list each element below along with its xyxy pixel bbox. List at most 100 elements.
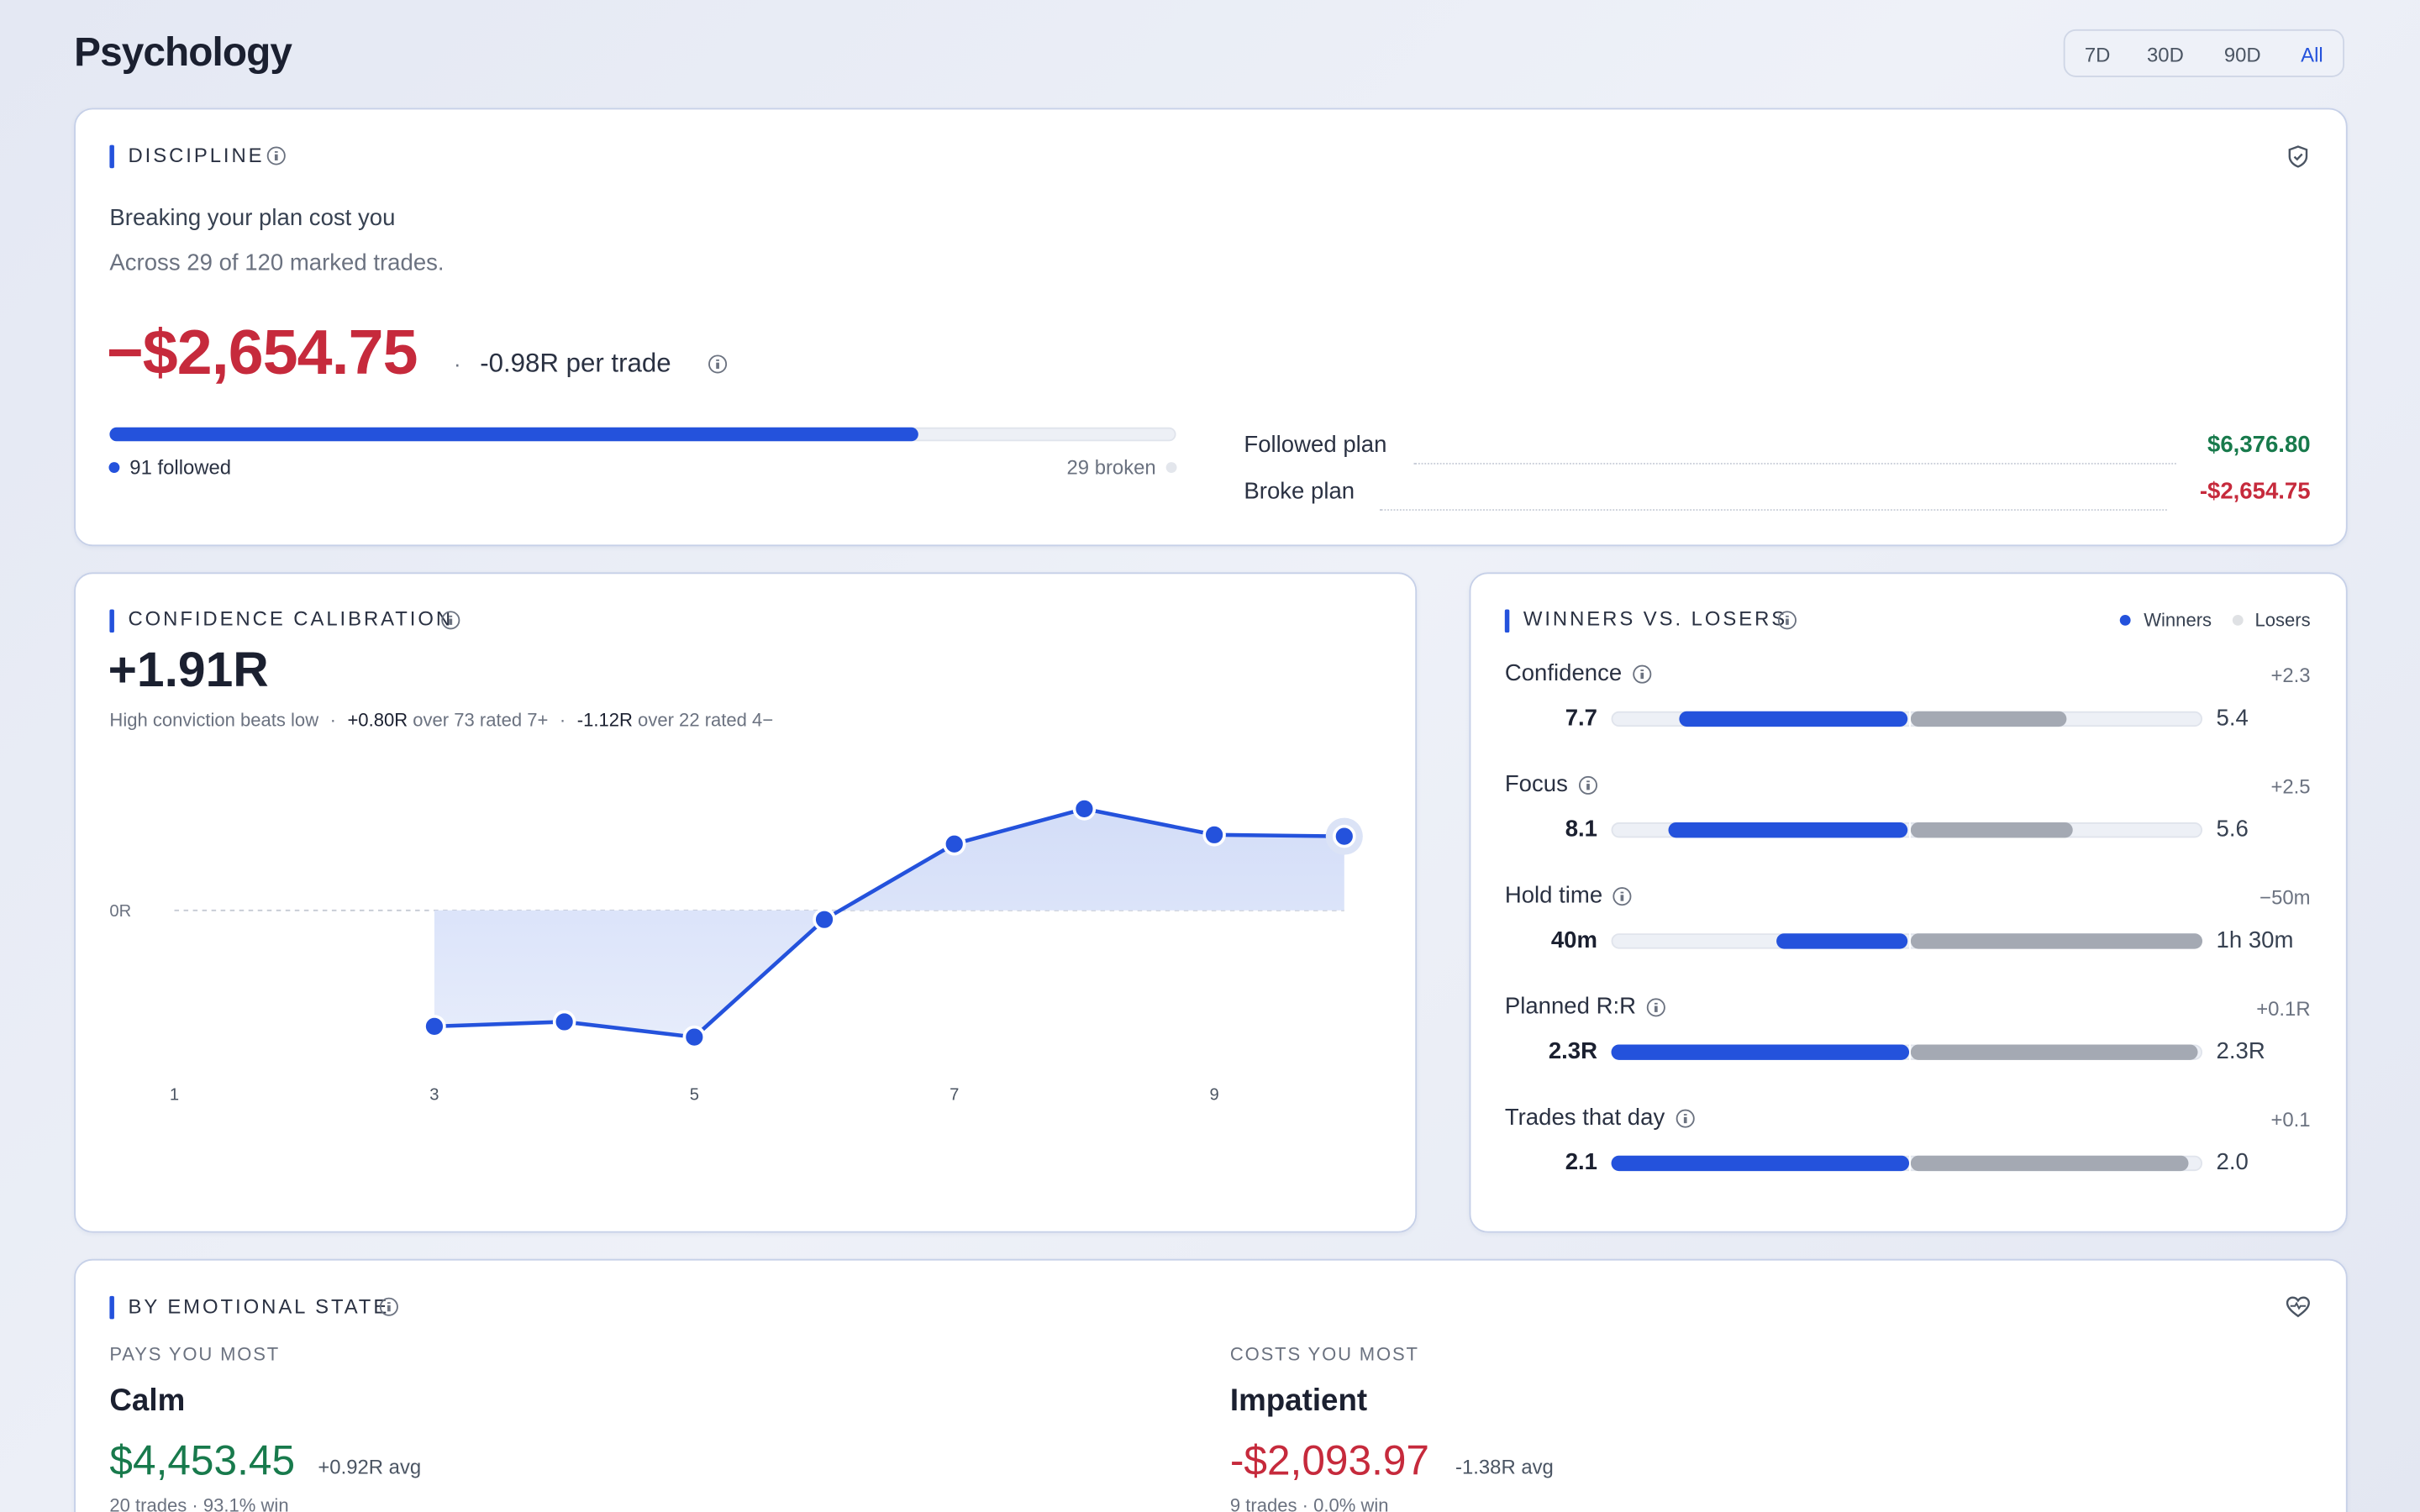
legend-dot: [2119, 614, 2131, 626]
info-icon[interactable]: [1777, 611, 1797, 630]
center-line: [1908, 1041, 1910, 1063]
high-value: +0.80R: [347, 709, 408, 732]
accent: [109, 144, 114, 169]
info-icon[interactable]: [441, 611, 460, 630]
winner-bar: [1776, 933, 1909, 949]
detail: Across 29 of 120 marked trades.: [109, 249, 445, 276]
info-icon[interactable]: [266, 146, 286, 165]
info-icon[interactable]: [1633, 664, 1652, 684]
leader-line: [1413, 463, 2176, 465]
calibration-card: [74, 572, 1418, 1233]
center-line: [1908, 708, 1910, 730]
legend-dot: [1165, 462, 1177, 473]
info-icon[interactable]: [1612, 887, 1632, 906]
broken-label: 29 broken: [1066, 455, 1156, 479]
row-delta: +0.1R: [2256, 996, 2311, 1021]
progress-track: [109, 427, 1176, 442]
legend-dot: [108, 462, 120, 473]
accent: [109, 1295, 114, 1320]
calibration-value: +1.91R: [108, 641, 269, 697]
row-label: Trades that day: [1504, 1105, 1665, 1131]
loser-value: 1h 30m: [2216, 927, 2294, 954]
loser-value: 2.0: [2216, 1149, 2249, 1176]
progress-fill: [109, 427, 918, 442]
row-label: Confidence: [1504, 660, 1623, 687]
winner-bar: [1667, 822, 1909, 838]
per-trade: -0.98R per trade: [480, 348, 671, 378]
card-title: CONFIDENCE CALIBRATION: [128, 606, 454, 630]
winner-value: 40m: [1550, 927, 1598, 954]
info-icon[interactable]: [1578, 775, 1598, 795]
followed-label: 91 followed: [129, 455, 232, 479]
page-title: Psychology: [74, 28, 292, 75]
winner-bar: [1679, 711, 1909, 727]
emotion-amount: $4,453.45: [109, 1437, 296, 1484]
plan-row-value: $6,376.80: [2207, 432, 2311, 459]
leader-line: [1380, 509, 2167, 511]
separator: ·: [454, 351, 461, 376]
center-line: [1908, 819, 1910, 842]
row-delta: +0.1: [2270, 1108, 2311, 1131]
center-line: [1908, 930, 1910, 953]
legend-label: Losers: [2254, 609, 2311, 631]
plan-row-label: Broke plan: [1244, 478, 1355, 505]
loser-bar: [1909, 933, 2203, 949]
info-icon[interactable]: [1676, 1109, 1695, 1128]
loser-bar: [1909, 1044, 2197, 1060]
accent: [1504, 609, 1510, 633]
loser-bar: [1909, 1155, 2189, 1172]
card-title: DISCIPLINE: [128, 144, 265, 167]
winner-value: 2.3R: [1548, 1038, 1598, 1065]
row-delta: −50m: [2260, 885, 2311, 910]
accent: [109, 609, 114, 633]
emotion-name: Calm: [109, 1383, 186, 1418]
range-button[interactable]: 90D: [2223, 43, 2261, 66]
center-line: [1908, 1152, 1910, 1174]
discipline-amount: −$2,654.75: [106, 317, 418, 388]
discipline-card: [74, 108, 2348, 547]
loser-value: 2.3R: [2216, 1038, 2265, 1065]
loser-value: 5.6: [2216, 816, 2249, 843]
emotion-name: Impatient: [1229, 1383, 1368, 1418]
legend-dot: [2232, 614, 2244, 626]
low-value: -1.12R: [576, 709, 633, 732]
emotion-meta: 9 trades · 0.0% win: [1229, 1494, 1389, 1512]
card-title: BY EMOTIONAL STATE: [128, 1294, 390, 1318]
winner-value: 8.1: [1565, 816, 1598, 843]
plan-row-label: Followed plan: [1244, 432, 1387, 459]
info-icon[interactable]: [379, 1297, 398, 1316]
high-label: over 73 rated 7+: [413, 709, 549, 732]
subtitle-text: High conviction beats low: [109, 709, 319, 732]
low-label: over 22 rated 4−: [638, 709, 774, 732]
section-heading: COSTS YOU MOST: [1229, 1343, 1419, 1366]
row-delta: +2.5: [2270, 774, 2311, 798]
shield-icon: [2288, 145, 2308, 168]
emotional-card: [74, 1258, 2348, 1512]
range-button[interactable]: 7D: [2084, 43, 2111, 66]
winner-bar: [1611, 1155, 1909, 1172]
calibration-subtitle: High conviction beats low · +0.80R over …: [109, 709, 774, 732]
range-button[interactable]: 30D: [2147, 43, 2184, 66]
loser-bar: [1909, 711, 2068, 727]
range-selector: 7D 30D 90D All: [2063, 29, 2345, 77]
card-title: WINNERS VS. LOSERS: [1523, 606, 1788, 630]
emotion-amount: -$2,093.97: [1229, 1437, 1430, 1484]
winner-value: 2.1: [1565, 1149, 1598, 1176]
range-button[interactable]: All: [2301, 43, 2323, 66]
row-label: Planned R:R: [1504, 993, 1637, 1021]
info-icon[interactable]: [708, 354, 728, 374]
plan-row-value: -$2,654.75: [2199, 478, 2311, 505]
headline: Breaking your plan cost you: [109, 205, 396, 232]
row-label: Focus: [1504, 771, 1568, 798]
info-icon[interactable]: [1646, 998, 1665, 1017]
emotion-avg: -1.38R avg: [1455, 1455, 1554, 1478]
loser-value: 5.4: [2216, 705, 2249, 732]
emotion-avg: +0.92R avg: [318, 1455, 422, 1478]
emotion-meta: 20 trades · 93.1% win: [109, 1494, 289, 1512]
legend-label: Winners: [2144, 609, 2212, 631]
winner-value: 7.7: [1565, 705, 1598, 732]
row-label: Hold time: [1504, 882, 1603, 909]
